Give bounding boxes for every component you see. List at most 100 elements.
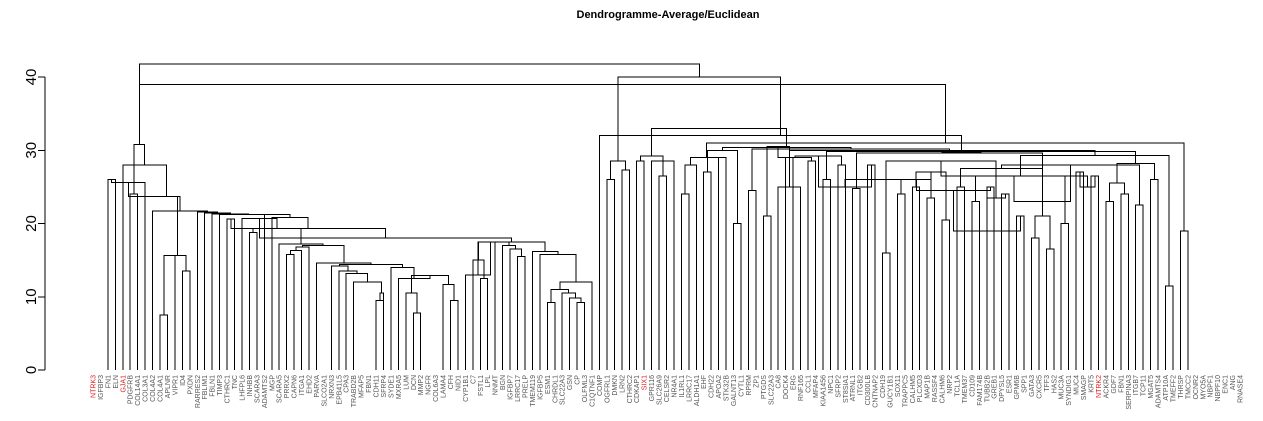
leaf-label: PXDN — [187, 375, 194, 394]
leaf-label: KIAA1456 — [820, 375, 827, 407]
dendrogram-branch — [896, 193, 906, 370]
dendrogram-branch — [1045, 248, 1055, 370]
leaf-label: COL4A1 — [158, 375, 165, 402]
leaf-label: INHBB — [247, 375, 254, 397]
leaf-label: TRABD2B — [351, 375, 358, 408]
leaf-label: SYNDIG1 — [1066, 375, 1073, 406]
dendrogram-branch — [639, 155, 664, 162]
leaf-label: SERPINA3 — [1126, 375, 1133, 410]
leaf-label: CXCR5 — [1036, 375, 1043, 399]
dendrogram-branch — [1105, 201, 1114, 370]
leaf-label: LPL — [485, 375, 492, 388]
leaf-label: TFF3 — [1044, 375, 1051, 392]
dendrogram-branch — [1135, 204, 1144, 370]
leaf-label: ATRNL1 — [850, 375, 857, 401]
leaf-label: TMEM119 — [530, 375, 537, 407]
leaf-label: RARRES2 — [195, 375, 202, 408]
dendrogram-branch — [621, 169, 630, 370]
leaf-label: KRT5 — [1089, 375, 1096, 393]
leaf-label: FBN1 — [1118, 375, 1125, 393]
leaf-label: PLCXD3 — [917, 375, 924, 402]
dendrogram-branch — [1109, 182, 1126, 202]
leaf-label: C7 — [470, 375, 477, 384]
dendrogram-branch — [271, 217, 309, 370]
leaf-label: FSTL1 — [478, 375, 485, 396]
dendrogram-branch — [651, 127, 788, 157]
chart-title: Dendrogramme-Average/Euclidean — [577, 9, 760, 21]
dendrogram-branch — [1075, 171, 1085, 370]
dendrogram-branch — [338, 270, 358, 370]
leaf-label: NR4A1 — [671, 375, 678, 398]
leaf-label: RNF165 — [798, 375, 805, 401]
leaf-label: MFAP4 — [813, 375, 820, 398]
leaf-label: MUC3A — [1059, 375, 1066, 400]
dendrogram-branch — [971, 201, 980, 370]
dendrogram-branch — [576, 302, 586, 370]
leaf-label: STK32B — [724, 375, 731, 401]
leaf-label: MUC4 — [1074, 375, 1081, 395]
leaf-label: VIPR1 — [172, 375, 179, 395]
dendrogram-branch — [289, 250, 303, 370]
dendrogram-branch — [1150, 179, 1159, 370]
leaf-label: GPR116 — [649, 375, 656, 401]
dendrogram-branch — [152, 210, 208, 370]
dendrogram-branch — [330, 265, 349, 370]
leaf-label: SMAGP — [1081, 375, 1088, 401]
dendrogram-branch — [111, 179, 146, 370]
dendrogram-branch — [353, 281, 383, 370]
dendrogram-branch — [747, 190, 757, 370]
leaf-label: CDH22 — [709, 375, 716, 398]
leaf-label: GDF7 — [1111, 375, 1118, 394]
leaf-label: CTHRC1 — [225, 375, 232, 403]
y-tick-label: 30 — [23, 142, 40, 159]
leaf-label: SFRP4 — [381, 375, 388, 398]
y-tick-label: 40 — [23, 69, 40, 86]
dendrogram-branch — [901, 172, 932, 181]
dendrogram-branch — [390, 266, 415, 370]
leaf-label: MGAT5 — [1148, 375, 1155, 399]
leaf-label: COL14A1 — [135, 375, 142, 406]
leaf-label: HAS2 — [1051, 375, 1058, 393]
dendrogram-branches — [107, 63, 1189, 370]
leaf-label: TMCC2 — [1185, 375, 1192, 399]
leaf-label: CP — [575, 375, 582, 385]
dendrogram-branch — [345, 272, 369, 370]
leaf-label: NPC1 — [828, 375, 835, 394]
leaf-label: ANG — [1230, 375, 1237, 390]
leaf-label: C1QTNF1 — [590, 375, 597, 407]
leaf-label: MAP1B — [925, 375, 932, 399]
dendrogram-branch — [762, 215, 772, 370]
leaf-label: NNMT — [493, 374, 500, 395]
leaf-label: CDKAP1 — [634, 375, 641, 403]
leaf-label: FBLN1 — [210, 375, 217, 397]
leaf-label: CD300LB — [865, 375, 872, 406]
dendrogram-root-branch — [138, 63, 700, 145]
leaf-label: MYO5A — [1200, 375, 1207, 400]
leaf-label: GPM6B — [1014, 375, 1021, 400]
dendrogram-branch — [219, 214, 278, 370]
dendrogram-branch — [1016, 215, 1025, 370]
dendrogram-branch — [733, 223, 742, 370]
dendrogram-branch — [569, 297, 582, 370]
leaf-label: GJA1 — [120, 375, 127, 393]
dendrogram-branch — [472, 259, 485, 370]
dendrogram-branch — [915, 179, 991, 192]
leaf-label: RNASE4 — [1238, 375, 1245, 403]
dendrogram-branch — [941, 219, 951, 370]
dendrogram-branch — [1179, 230, 1189, 370]
leaf-label: SPP1 — [1022, 375, 1029, 393]
leaf-label: APLNR — [165, 375, 172, 398]
leaf-label: NRP2 — [947, 375, 954, 394]
dendrogram-branch — [379, 292, 384, 370]
dendrogram-branch — [837, 164, 846, 370]
leaf-label: RPRM — [746, 375, 753, 396]
leaf-label: TCP11 — [1141, 375, 1148, 396]
dendrogram-branch — [153, 195, 181, 212]
dendrogram-branch — [295, 246, 310, 370]
dendrogram-branch — [1034, 215, 1051, 250]
leaf-label: SIX1 — [642, 375, 649, 390]
leaf-label: IGFBP5 — [537, 375, 544, 400]
leaf-label: CTHRC2 — [627, 375, 634, 403]
dendrogram-branch — [1165, 285, 1174, 370]
